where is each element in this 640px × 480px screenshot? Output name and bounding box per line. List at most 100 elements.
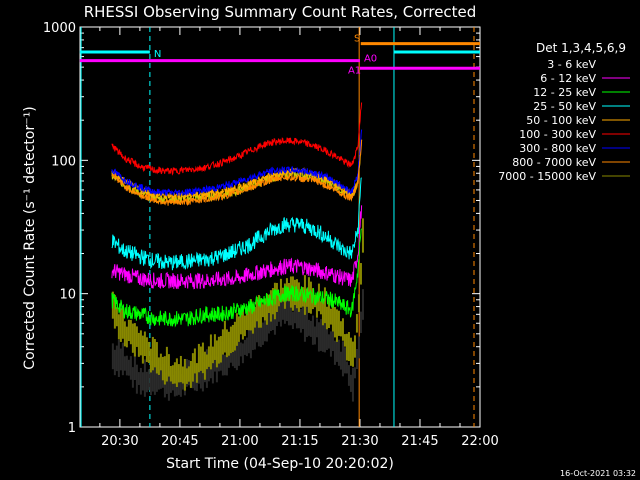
series-7000-15000-kev-mark xyxy=(201,342,204,374)
series-3-6-kev-mark xyxy=(239,342,242,357)
series-3-6-kev-mark xyxy=(211,348,214,384)
series-7000-15000-kev-mark xyxy=(229,326,232,354)
plot-area: 1 10 100 1000 20:30 20:45 21:00 21:15 21:30 21:45… xyxy=(43,21,499,449)
legend-entry-label: 12 - 25 keV xyxy=(533,86,596,99)
series-3-6-kev-mark xyxy=(341,341,344,377)
series-7000-15000-kev-mark xyxy=(339,321,342,337)
series-7000-15000-kev-mark xyxy=(123,321,126,347)
series-7000-15000-kev-mark xyxy=(183,358,186,391)
x-axis-label: Start Time (04-Sep-10 20:20:02) xyxy=(166,456,394,472)
series-7000-15000-kev-mark xyxy=(203,351,206,380)
chart-title: RHESSI Observing Summary Count Rates, Co… xyxy=(84,3,477,21)
series-3-6-kev-mark xyxy=(111,343,114,370)
series-3-6-kev-mark xyxy=(125,355,128,376)
series-7000-15000-kev-mark xyxy=(113,294,116,329)
series-7000-15000-kev-mark xyxy=(159,353,162,371)
series-12-25-kev-line xyxy=(111,228,363,328)
footer-timestamp: 16-Oct-2021 03:32 xyxy=(560,469,636,478)
series-7000-15000-kev-mark xyxy=(351,341,354,367)
series-3-6-kev-mark xyxy=(259,309,262,348)
series-3-6-kev-mark xyxy=(117,339,120,377)
series-3-6-kev-mark xyxy=(145,371,148,393)
series-3-6-kev-mark xyxy=(313,326,316,345)
series-7000-15000-kev-mark xyxy=(199,346,202,371)
series-3-6-kev-mark xyxy=(215,357,218,383)
x-tick-label: 20:45 xyxy=(161,434,198,449)
series-3-6-kev-mark xyxy=(357,336,360,359)
series-3-6-kev-mark xyxy=(285,293,288,322)
series-3-6-kev-mark xyxy=(243,339,246,355)
legend-entry-label: 50 - 100 keV xyxy=(526,114,596,127)
series-3-6-kev-mark xyxy=(235,341,238,371)
series-7000-15000-kev-mark xyxy=(345,333,348,361)
series-3-6-kev-mark xyxy=(355,348,358,370)
series-7000-15000-kev-mark xyxy=(223,320,226,353)
series-3-6-kev-mark xyxy=(179,373,182,397)
series-3-6-kev-mark xyxy=(165,376,168,394)
series-3-6-kev-mark xyxy=(249,322,252,359)
series-7000-15000-kev-mark xyxy=(121,307,124,339)
series-7000-15000-kev-mark xyxy=(225,329,228,358)
y-tick-label: 1 xyxy=(68,421,76,436)
series-7000-15000-kev-mark xyxy=(209,334,212,370)
series-7000-15000-kev-mark xyxy=(161,356,164,381)
x-tick-label: 21:15 xyxy=(281,434,318,449)
series-7000-15000-kev-mark xyxy=(205,354,208,370)
series-7000-15000-kev-mark xyxy=(245,313,248,331)
series-3-6-kev-mark xyxy=(305,303,308,338)
plot-frame xyxy=(79,26,481,428)
series-3-6-kev-mark xyxy=(335,341,338,362)
series-3-6-kev-mark xyxy=(345,361,348,374)
series-7000-15000-kev-mark xyxy=(343,334,346,347)
series-7000-15000-kev-mark xyxy=(135,326,138,347)
series-3-6-kev-mark xyxy=(349,374,352,392)
series-7000-15000-kev-mark xyxy=(145,337,148,363)
series-7000-15000-kev-mark xyxy=(349,337,352,366)
series-3-6-kev-mark xyxy=(271,307,274,331)
series-3-6-kev-mark xyxy=(193,365,196,391)
series-7000-15000-kev-mark xyxy=(309,281,312,314)
series-7000-15000-kev-mark xyxy=(299,289,302,308)
series-3-6-kev-mark xyxy=(287,293,290,326)
series-3-6-kev-mark xyxy=(225,354,228,376)
series-3-6-kev-mark xyxy=(121,342,124,376)
series-3-6-kev-mark xyxy=(317,322,320,352)
series-3-6-kev-mark xyxy=(133,353,136,381)
series-7000-15000-kev-mark xyxy=(163,356,166,385)
series-3-6-kev-mark xyxy=(301,305,304,329)
series-3-6-kev-mark xyxy=(139,367,142,395)
series-7000-15000-kev-mark xyxy=(247,308,250,331)
series-7000-15000-kev-mark xyxy=(197,343,200,373)
series-7000-15000-kev-mark xyxy=(167,354,170,377)
series-7000-15000-kev-mark xyxy=(227,331,230,356)
series-3-6-kev-mark xyxy=(223,354,226,376)
series-7000-15000-kev-mark xyxy=(143,331,146,357)
series-7000-15000-kev-mark xyxy=(165,346,168,382)
series-7000-15000-kev-mark xyxy=(305,288,308,307)
series-3-6-kev-mark xyxy=(245,337,248,357)
series-3-6-kev-mark xyxy=(123,356,126,371)
legend-entry-label: 300 - 800 keV xyxy=(519,142,596,155)
series-7000-15000-kev-mark xyxy=(169,366,172,382)
series-7000-15000-kev-mark xyxy=(293,279,296,306)
series-7000-15000-kev-mark xyxy=(251,303,254,334)
series-7000-15000-kev-mark xyxy=(263,298,266,321)
x-tick-label: 21:00 xyxy=(221,434,258,449)
series-3-6-kev-mark xyxy=(247,329,250,354)
series-7000-15000-kev-mark xyxy=(157,357,160,375)
series-3-6-kev-mark xyxy=(237,341,240,366)
series-7000-15000-kev-mark xyxy=(149,348,152,373)
series-7000-15000-kev-mark xyxy=(315,297,318,318)
series-7000-15000-kev-mark xyxy=(207,346,210,367)
series-3-6-kev-mark xyxy=(343,347,346,374)
series-3-6-kev-mark xyxy=(163,372,166,398)
series-3-6-kev-mark xyxy=(143,359,146,397)
series-7000-15000-kev-mark xyxy=(125,326,128,348)
series-7000-15000-kev-mark xyxy=(279,278,282,303)
y-tick-label: 1000 xyxy=(43,21,76,36)
flag-label: A1 xyxy=(348,66,361,77)
series-7000-15000-kev-mark xyxy=(355,314,358,333)
series-7000-15000-kev-mark xyxy=(323,287,326,324)
series-3-6-kev-mark xyxy=(119,348,122,371)
